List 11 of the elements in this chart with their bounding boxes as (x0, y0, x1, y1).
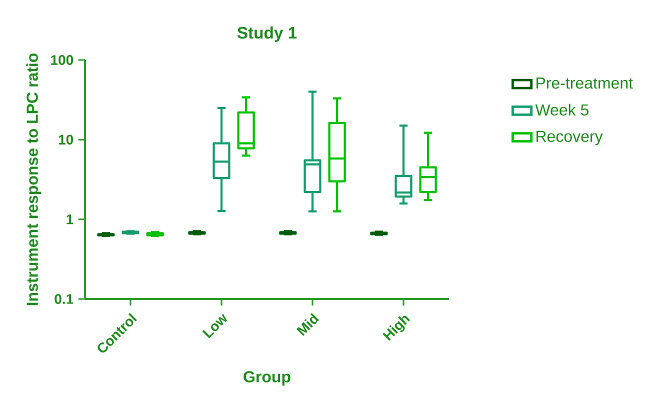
x-tick-label: Mid (296, 312, 320, 336)
y-axis-title: Instrument response to LPC ratio (26, 53, 42, 306)
chart-title: Study 1 (237, 26, 297, 42)
y-tick-label: 0.1 (54, 294, 74, 304)
legend-label: Pre-treatment (536, 78, 633, 89)
legend-label: Recovery (536, 130, 603, 146)
y-tick-label: 10 (58, 134, 74, 145)
y-tick-label: 1 (66, 214, 74, 224)
x-axis-title: Group (244, 371, 290, 386)
y-tick-label: 100 (51, 55, 74, 65)
legend-label: Week 5 (535, 104, 588, 116)
